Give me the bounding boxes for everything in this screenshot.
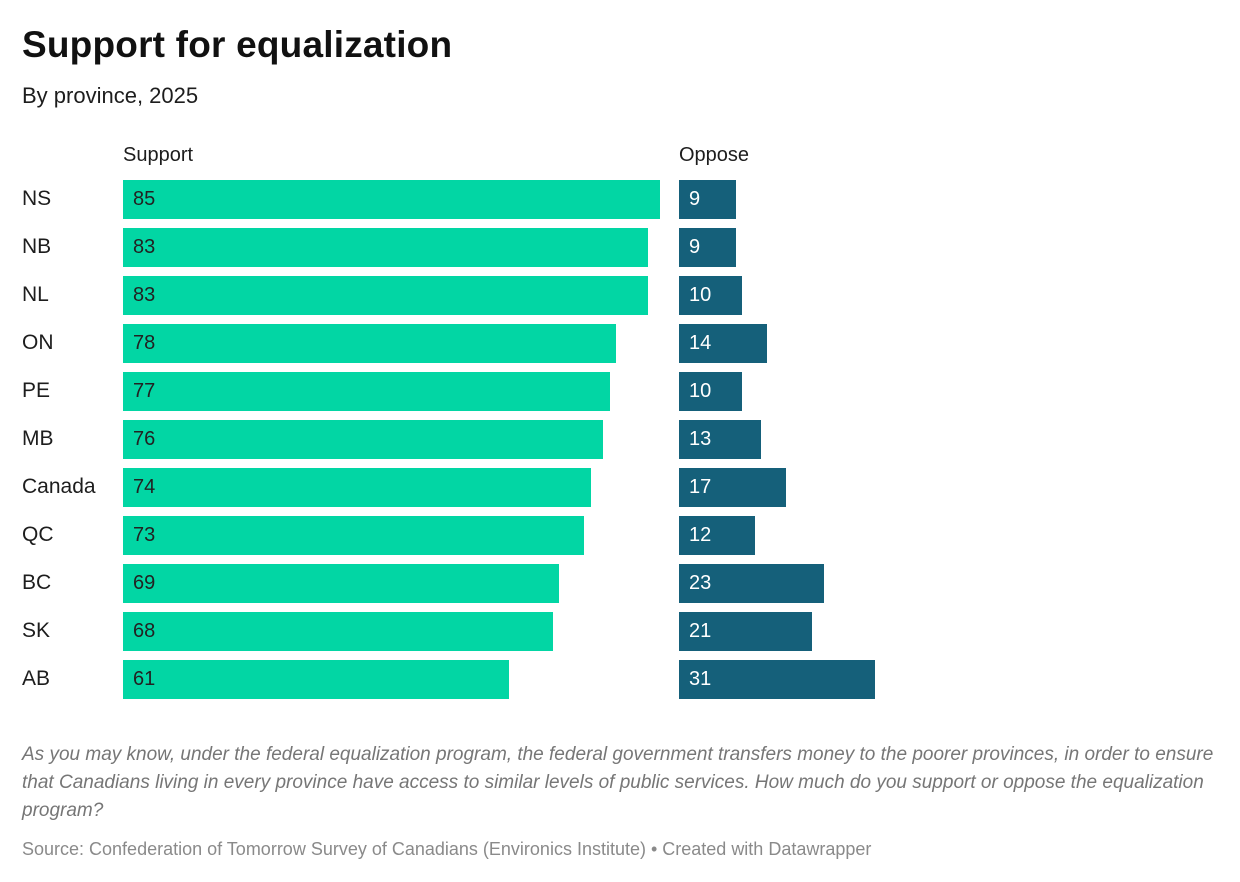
oppose-value-label: 9 — [689, 235, 701, 258]
row-label: PE — [22, 379, 51, 403]
chart-row: ON 78 14 — [22, 323, 1218, 363]
oppose-cell: 31 — [679, 659, 1218, 699]
chart-row: QC 73 12 — [22, 515, 1218, 555]
oppose-value-label: 14 — [689, 331, 712, 354]
chart-footnote: As you may know, under the federal equal… — [22, 743, 1214, 821]
support-value-label: 68 — [133, 619, 156, 642]
oppose-bar: 10 — [679, 275, 743, 315]
oppose-cell: 13 — [679, 419, 1218, 459]
oppose-bar: 23 — [679, 563, 825, 603]
oppose-cell: 10 — [679, 371, 1218, 411]
oppose-bar: 14 — [679, 323, 768, 363]
oppose-bar: 9 — [679, 227, 736, 267]
support-column-header: Support — [123, 143, 194, 166]
chart-row: NB 83 9 — [22, 227, 1218, 267]
support-bar: 78 — [123, 323, 616, 363]
support-cell: 76 — [123, 419, 679, 459]
support-cell: 77 — [123, 371, 679, 411]
oppose-cell: 9 — [679, 179, 1218, 219]
support-value-label: 61 — [133, 667, 156, 690]
support-value-label: 85 — [133, 187, 156, 210]
chart-row: BC 69 23 — [22, 563, 1218, 603]
oppose-bar: 10 — [679, 371, 743, 411]
chart-rows: NS 85 9 NB 83 9 NL 83 10 ON 78 14 PE 77 10 MB 76 13 Canada… — [22, 179, 1218, 699]
support-bar: 83 — [123, 275, 648, 315]
support-bar: 69 — [123, 563, 560, 603]
oppose-cell: 21 — [679, 611, 1218, 651]
support-value-label: 83 — [133, 283, 156, 306]
oppose-value-label: 10 — [689, 283, 712, 306]
row-label: NL — [22, 283, 49, 307]
chart-row: NL 83 10 — [22, 275, 1218, 315]
row-label: Canada — [22, 475, 96, 499]
oppose-column-header: Oppose — [679, 143, 750, 166]
chart-row: SK 68 21 — [22, 611, 1218, 651]
chart-row: Canada 74 17 — [22, 467, 1218, 507]
oppose-value-label: 9 — [689, 187, 701, 210]
support-cell: 73 — [123, 515, 679, 555]
support-bar: 74 — [123, 467, 591, 507]
row-label: SK — [22, 619, 51, 643]
support-bar: 83 — [123, 227, 648, 267]
row-label: AB — [22, 667, 51, 691]
row-label: NB — [22, 235, 52, 259]
support-value-label: 78 — [133, 331, 156, 354]
chart-row: NS 85 9 — [22, 179, 1218, 219]
support-bar: 76 — [123, 419, 604, 459]
oppose-bar: 31 — [679, 659, 875, 699]
support-bar: 73 — [123, 515, 585, 555]
support-bar: 61 — [123, 659, 509, 699]
source-line: Source: Confederation of Tomorrow Survey… — [22, 838, 872, 859]
support-bar: 68 — [123, 611, 553, 651]
oppose-value-label: 23 — [689, 571, 712, 594]
column-header-row: Support Oppose — [22, 143, 1218, 167]
row-label: ON — [22, 331, 54, 355]
support-cell: 85 — [123, 179, 679, 219]
oppose-cell: 14 — [679, 323, 1218, 363]
oppose-bar: 9 — [679, 179, 736, 219]
row-label: NS — [22, 187, 52, 211]
oppose-cell: 17 — [679, 467, 1218, 507]
support-value-label: 69 — [133, 571, 156, 594]
support-bar: 85 — [123, 179, 661, 219]
row-label: MB — [22, 427, 54, 451]
support-cell: 74 — [123, 467, 679, 507]
support-value-label: 73 — [133, 523, 156, 546]
support-cell: 78 — [123, 323, 679, 363]
support-value-label: 83 — [133, 235, 156, 258]
oppose-bar: 12 — [679, 515, 755, 555]
label-column-spacer — [22, 143, 123, 167]
oppose-value-label: 31 — [689, 667, 712, 690]
support-value-label: 76 — [133, 427, 156, 450]
chart-row: AB 61 31 — [22, 659, 1218, 699]
support-cell: 69 — [123, 563, 679, 603]
oppose-bar: 13 — [679, 419, 762, 459]
oppose-value-label: 21 — [689, 619, 712, 642]
oppose-cell: 10 — [679, 275, 1218, 315]
support-cell: 61 — [123, 659, 679, 699]
oppose-value-label: 17 — [689, 475, 712, 498]
bar-chart: Support Oppose NS 85 9 NB 83 9 NL 83 10 ON 78 14 PE 7… — [22, 143, 1218, 699]
oppose-value-label: 13 — [689, 427, 712, 450]
page-title: Support for equalization — [22, 24, 453, 65]
oppose-bar: 17 — [679, 467, 787, 507]
support-value-label: 77 — [133, 379, 156, 402]
chart-card: Support for equalization By province, 20… — [22, 24, 1218, 859]
page-subtitle: By province, 2025 — [22, 82, 199, 108]
oppose-cell: 23 — [679, 563, 1218, 603]
oppose-bar: 21 — [679, 611, 812, 651]
oppose-value-label: 10 — [689, 379, 712, 402]
row-label: BC — [22, 571, 52, 595]
oppose-value-label: 12 — [689, 523, 712, 546]
chart-row: PE 77 10 — [22, 371, 1218, 411]
support-value-label: 74 — [133, 475, 156, 498]
oppose-cell: 12 — [679, 515, 1218, 555]
row-label: QC — [22, 523, 54, 547]
support-cell: 68 — [123, 611, 679, 651]
chart-row: MB 76 13 — [22, 419, 1218, 459]
oppose-cell: 9 — [679, 227, 1218, 267]
support-cell: 83 — [123, 275, 679, 315]
support-bar: 77 — [123, 371, 610, 411]
support-cell: 83 — [123, 227, 679, 267]
